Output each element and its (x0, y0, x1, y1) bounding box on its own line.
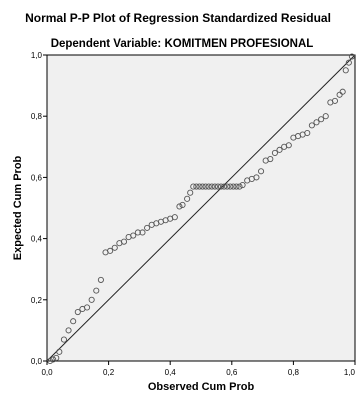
data-point (187, 189, 194, 196)
data-point (345, 59, 352, 66)
x-axis-ticks: 0,0 0,2 0,4 0,6 0,8 1,0 (41, 361, 356, 377)
data-point (202, 183, 209, 190)
x-tick-label: 0,6 (226, 368, 238, 377)
chart-subtitle: Dependent Variable: KOMITMEN PROFESIONAL (51, 38, 314, 50)
x-axis-label: Observed Cum Prob (148, 381, 255, 393)
data-point (70, 318, 77, 325)
data-point (171, 214, 178, 221)
data-point (50, 356, 57, 363)
y-axis-label: Expected Cum Prob (12, 155, 24, 260)
data-point (88, 296, 95, 303)
data-point (239, 181, 246, 189)
data-point (258, 168, 265, 175)
data-point (308, 122, 315, 129)
reference-line (46, 54, 356, 362)
data-point (120, 238, 128, 245)
data-point (205, 183, 212, 190)
data-point (267, 155, 274, 163)
data-points (47, 53, 355, 365)
data-point (111, 244, 118, 251)
data-point (233, 183, 240, 190)
data-point (230, 183, 237, 190)
data-point (65, 327, 72, 334)
data-point (74, 308, 81, 316)
data-point (224, 183, 231, 190)
data-point (336, 91, 343, 98)
data-point (211, 183, 218, 190)
data-point (348, 53, 355, 60)
data-point (97, 276, 104, 283)
data-point (339, 88, 346, 95)
data-point (208, 183, 215, 190)
data-point (83, 304, 91, 311)
data-point (134, 229, 141, 236)
data-point (221, 183, 228, 190)
data-point (236, 183, 243, 190)
data-point (285, 142, 292, 149)
y-tick-label: 0,4 (31, 235, 43, 244)
data-point (313, 119, 320, 126)
data-point (271, 149, 278, 156)
data-point (199, 183, 206, 190)
data-point (304, 129, 311, 137)
data-point (342, 67, 349, 74)
data-point (184, 195, 191, 202)
data-point (53, 354, 60, 361)
data-point (190, 183, 197, 190)
data-point (318, 116, 325, 123)
y-tick-label: 0,0 (31, 357, 43, 366)
data-point (179, 201, 186, 208)
data-point (130, 232, 137, 239)
x-tick-label: 0,8 (288, 368, 300, 377)
data-point (227, 183, 234, 190)
x-tick-label: 1,0 (344, 368, 356, 377)
x-tick-label: 0,0 (41, 368, 53, 377)
data-point (193, 183, 200, 190)
data-point (107, 247, 114, 254)
data-point (253, 174, 260, 181)
data-point (217, 183, 225, 190)
data-point (93, 287, 100, 294)
y-tick-label: 0,8 (31, 112, 43, 121)
y-tick-label: 0,2 (31, 296, 43, 305)
chart-title: Normal P-P Plot of Regression Standardiz… (25, 11, 331, 25)
x-tick-label: 0,4 (165, 368, 177, 377)
y-axis-ticks: 0,0 0,2 0,4 0,6 0,8 1,0 (31, 51, 47, 366)
y-tick-label: 0,6 (31, 173, 43, 182)
data-point (144, 224, 151, 231)
data-point (139, 229, 146, 236)
data-point (56, 348, 63, 355)
x-tick-label: 0,2 (103, 368, 115, 377)
data-point (322, 113, 329, 120)
data-point (60, 336, 67, 343)
data-point (276, 146, 283, 153)
data-point (196, 183, 203, 190)
y-tick-label: 1,0 (31, 51, 43, 60)
data-point (176, 203, 183, 210)
data-point (331, 97, 339, 104)
data-point (214, 183, 221, 190)
